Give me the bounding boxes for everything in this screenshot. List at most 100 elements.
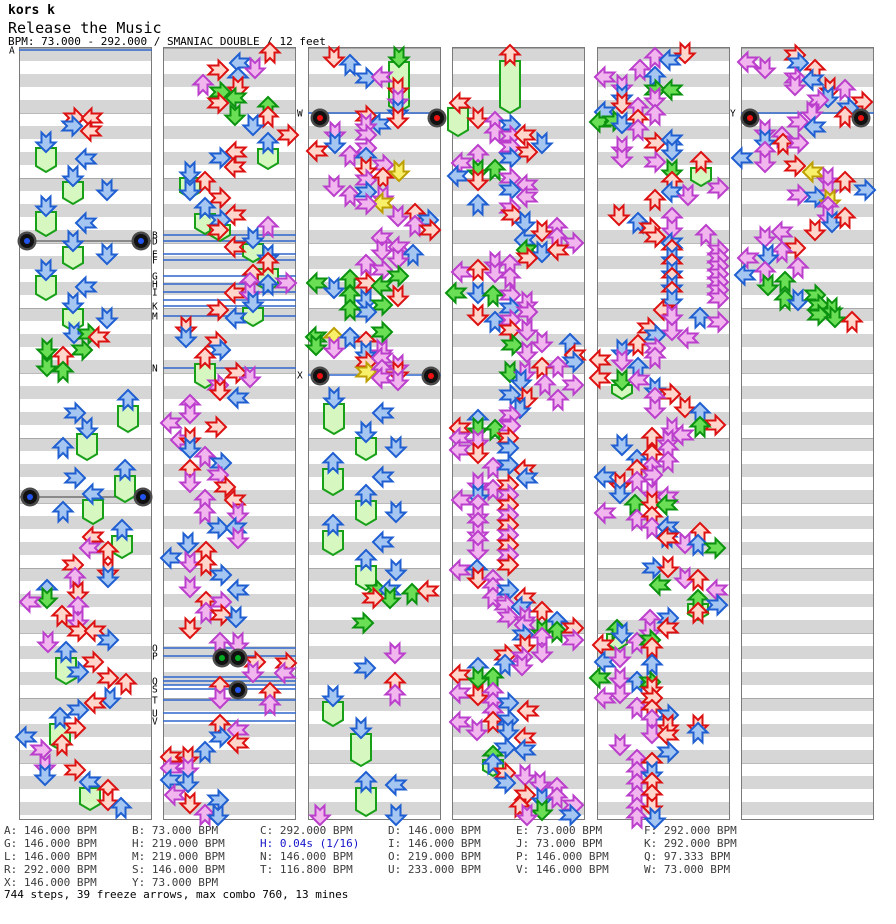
bpm-legend-entry: J: 73.000 BPM [516, 837, 603, 850]
step-arrow-d [673, 395, 697, 419]
step-arrow-l [159, 768, 183, 792]
step-arrow-r [208, 146, 232, 170]
step-arrow-d [36, 630, 60, 654]
bpm-legend-entry: V: 146.000 BPM [516, 863, 609, 876]
step-arrow-u [508, 795, 532, 819]
step-arrow-u [51, 500, 75, 524]
step-arrow-u [498, 43, 522, 67]
bpm-legend-entry: F: 292.000 BPM [644, 824, 737, 837]
mine-icon [310, 366, 330, 386]
step-arrow-r [641, 556, 665, 580]
step-arrow-r [206, 788, 230, 812]
step-arrow-d [386, 204, 410, 228]
step-arrow-r [786, 183, 810, 207]
step-arrow-u [546, 388, 570, 412]
bpm-event-label: S [152, 685, 158, 696]
step-arrow-r [643, 150, 667, 174]
mine-icon [131, 231, 151, 251]
step-arrow-u [66, 595, 90, 619]
bpm-event-label: E [152, 250, 158, 261]
step-arrow-l [516, 699, 540, 723]
step-arrow-u [193, 346, 217, 370]
step-arrow-u [640, 653, 664, 677]
step-arrow-d [35, 354, 59, 378]
step-arrow-d [643, 806, 667, 830]
step-arrow-r [370, 293, 394, 317]
step-arrow-d [322, 45, 346, 69]
freeze-arrow-body [355, 500, 377, 527]
bpm-legend-entry: S: 146.000 BPM [132, 863, 225, 876]
mine-icon [427, 108, 447, 128]
step-arrow-l [371, 530, 395, 554]
step-arrow-u [833, 78, 857, 102]
step-arrow-r [70, 338, 94, 362]
step-arrow-l [801, 160, 825, 184]
step-arrow-l [370, 366, 394, 390]
step-arrow-d [608, 733, 632, 757]
step-arrow-d [607, 203, 631, 227]
bpm-event-label: M [152, 312, 158, 323]
step-arrow-l [446, 164, 470, 188]
step-arrow-l [591, 633, 615, 657]
step-arrow-l [593, 465, 617, 489]
step-arrow-r [498, 146, 522, 170]
step-arrow-d [386, 246, 410, 270]
mine-icon [740, 108, 760, 128]
step-arrow-r [96, 628, 120, 652]
bpm-legend-entry: T: 116.800 BPM [260, 863, 353, 876]
step-arrow-l [74, 211, 98, 235]
step-arrow-u [114, 672, 138, 696]
step-arrow-d [530, 640, 554, 664]
mine-icon [212, 648, 232, 668]
step-arrow-u [643, 103, 667, 127]
step-arrow-r [786, 110, 810, 134]
step-arrow-u [383, 683, 407, 707]
step-arrow-d [66, 580, 90, 604]
step-arrow-u [116, 388, 140, 412]
step-arrow-d [610, 348, 634, 372]
freeze-arrow-body [79, 787, 101, 812]
step-arrow-d [513, 210, 537, 234]
step-arrow-l [74, 147, 98, 171]
step-arrow-d [386, 368, 410, 392]
step-arrow-r [496, 453, 520, 477]
step-arrow-l [83, 691, 107, 715]
step-arrow-l [223, 235, 247, 259]
step-arrow-d [178, 616, 202, 640]
step-arrow-r [515, 140, 539, 164]
freeze-arrow-body [323, 403, 345, 436]
step-arrow-d [95, 306, 119, 330]
step-arrow-l [87, 325, 111, 349]
bpm-legend-entry: O: 219.000 BPM [388, 850, 481, 863]
step-arrow-l [159, 546, 183, 570]
step-arrow-u [770, 240, 794, 264]
step-arrow-d [384, 803, 408, 827]
step-arrow-u [258, 41, 282, 65]
step-arrow-r [561, 231, 585, 255]
step-arrow-u [625, 508, 649, 532]
step-arrow-u [686, 568, 710, 592]
step-arrow-l [370, 65, 394, 89]
freeze-arrow-body [322, 701, 344, 728]
step-arrow-d [370, 238, 394, 262]
step-arrow-l [448, 438, 472, 462]
bpm-legend-entry: P: 146.000 BPM [516, 850, 609, 863]
freeze-arrow-body [242, 307, 264, 328]
step-arrow-d [308, 803, 332, 827]
step-arrow-d [322, 386, 346, 410]
bpm-legend-entry: H: 219.000 BPM [132, 837, 225, 850]
step-arrow-u [626, 118, 650, 142]
step-arrow-r [209, 563, 233, 587]
step-arrow-r [558, 803, 582, 827]
step-arrow-l [801, 68, 825, 92]
step-arrow-u [481, 752, 505, 776]
step-arrow-l [588, 110, 612, 134]
step-arrow-l [588, 666, 612, 690]
step-arrow-l [660, 180, 684, 204]
mine-icon [228, 680, 248, 700]
bpm-event-label: O [152, 644, 158, 655]
step-arrow-r [786, 131, 810, 155]
step-arrow-u [354, 548, 378, 572]
step-arrow-r [206, 91, 230, 115]
